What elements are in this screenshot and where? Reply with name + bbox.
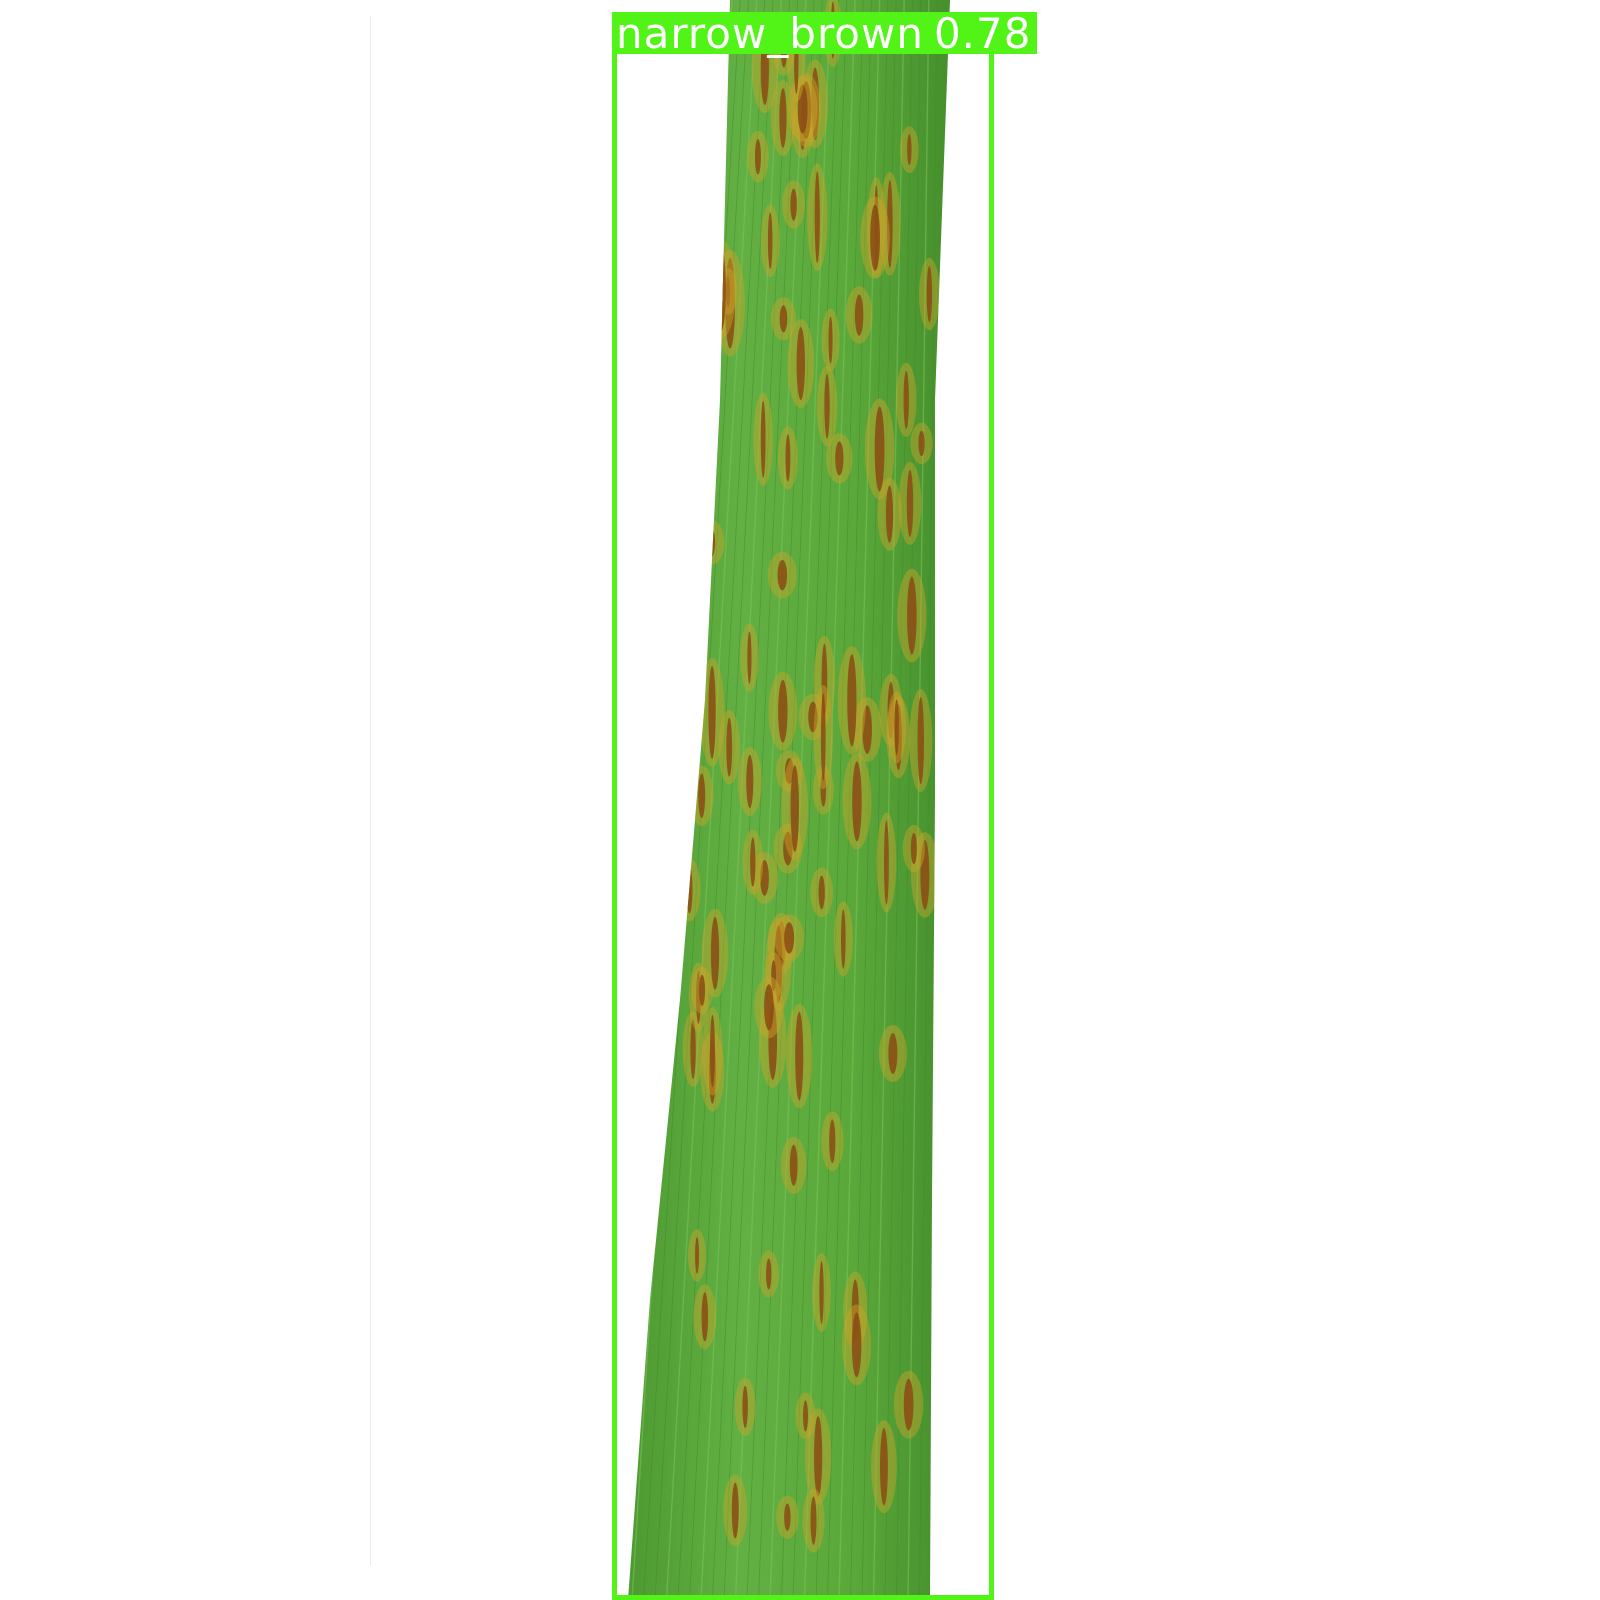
detection-class: narrow_brown bbox=[616, 9, 924, 58]
leaf-lesions bbox=[678, 0, 940, 1553]
detection-box bbox=[612, 12, 994, 1600]
leaf-veins bbox=[631, 0, 938, 1600]
detection-label: narrow_brown 0.78 bbox=[612, 12, 1038, 56]
background-edge-line bbox=[370, 16, 371, 1566]
detection-score: 0.78 bbox=[933, 9, 1032, 58]
